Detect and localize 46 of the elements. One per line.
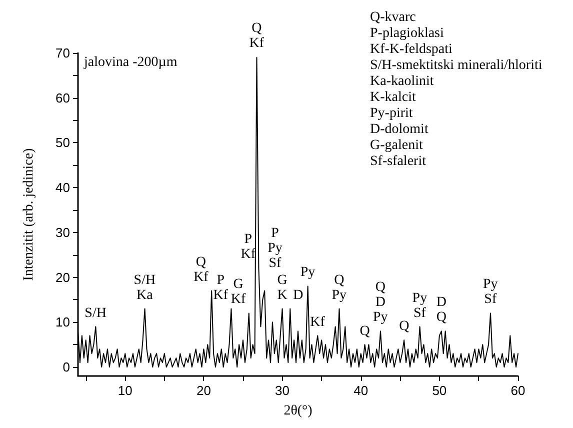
x-axis-title: 2θ(°) bbox=[284, 404, 313, 418]
annotation: Py Sf bbox=[483, 277, 498, 308]
annotation: S/H-smektitski minerali/hloriti bbox=[370, 58, 542, 73]
annotation: Py Sf bbox=[412, 290, 428, 321]
annotation: Q Kf bbox=[194, 254, 208, 285]
y-tick-label: 20 bbox=[56, 270, 70, 285]
y-tick-label: 0 bbox=[62, 360, 70, 375]
annotation: Kf bbox=[310, 314, 325, 330]
y-axis-title: Intenzitit (arb. jedinice) bbox=[22, 148, 36, 281]
annotation: Py-pirit bbox=[370, 106, 413, 121]
annotation: G Kf bbox=[230, 277, 246, 308]
x-tick-label: 30 bbox=[275, 383, 290, 398]
annotation: P Kf bbox=[240, 232, 256, 262]
annotation: Q bbox=[399, 319, 410, 334]
y-tick-label: 10 bbox=[56, 314, 70, 330]
annotation: Q Py bbox=[332, 272, 347, 303]
annotation: G-galenit bbox=[370, 138, 423, 153]
text: P-plagioklasi bbox=[370, 26, 444, 41]
annotation: D Q bbox=[436, 295, 447, 326]
y-tick-label: 40 bbox=[56, 180, 70, 196]
y-tick-label: 60 bbox=[56, 90, 70, 106]
annotation: D bbox=[293, 288, 304, 303]
annotation: P Py Sf bbox=[268, 226, 282, 271]
x-tick-label: 20 bbox=[196, 383, 211, 398]
annotation: Sf-sfalerit bbox=[370, 154, 426, 169]
x-tick-label: 60 bbox=[510, 383, 526, 398]
annotation: Q Kf bbox=[249, 21, 264, 52]
y-tick-label: 30 bbox=[56, 224, 70, 240]
x-tick-label: 10 bbox=[118, 383, 132, 398]
x-tick-label: 50 bbox=[432, 383, 447, 398]
annotation: Q bbox=[360, 324, 370, 339]
annotation: Py bbox=[300, 265, 316, 280]
text: Q-kvarc bbox=[370, 10, 416, 25]
annotation: Ka-kaolinit bbox=[370, 74, 434, 89]
annotation: Kf-K-feldspati bbox=[370, 42, 452, 57]
y-tick-label: 50 bbox=[56, 135, 70, 150]
annotation: S/H bbox=[84, 306, 106, 321]
annotation: G K bbox=[277, 272, 288, 303]
annotation: Q D Py bbox=[373, 280, 388, 326]
annotation: D-dolomit bbox=[370, 122, 428, 137]
annotation: P Kf bbox=[213, 272, 228, 303]
annotation: S/H Ka bbox=[134, 272, 156, 303]
x-tick-label: 40 bbox=[354, 383, 368, 398]
annotation: K-kalcit bbox=[370, 90, 416, 105]
annotation: jalovina -200µm bbox=[84, 55, 178, 70]
y-tick-label: 70 bbox=[56, 46, 70, 60]
